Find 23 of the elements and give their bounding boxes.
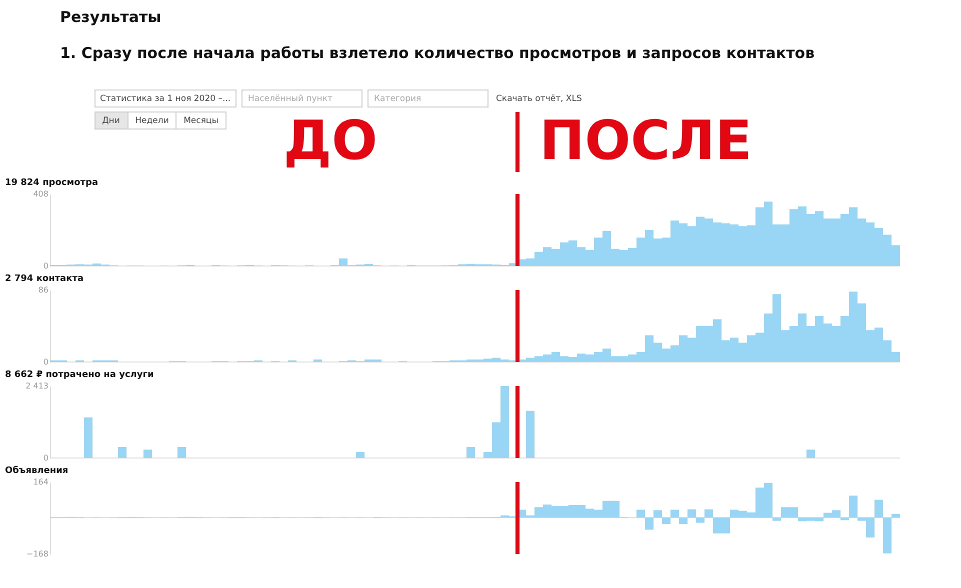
y-tick-label: 2 413	[26, 382, 48, 390]
chart-title: 19 824 просмотра	[5, 178, 98, 188]
text: Категория	[374, 94, 422, 104]
chart-title: 8 662 ₽ потрачено на услуги	[5, 370, 154, 380]
text: Результаты	[60, 8, 162, 26]
text: Недели	[135, 116, 169, 126]
y-tick-label: 164	[33, 478, 48, 486]
chart-title: 2 794 контакта	[5, 274, 84, 284]
y-tick-label: 86	[38, 286, 48, 294]
text: 1. Сразу после начала работы взлетело количество просмотров и запросов контактов	[60, 44, 815, 62]
y-tick-label: 0	[43, 358, 48, 366]
text: Дни	[102, 116, 120, 126]
y-tick-label: 408	[33, 190, 48, 198]
y-tick-label: −168	[26, 550, 48, 558]
text: ПОСЛЕ	[540, 109, 752, 172]
text: ДО	[284, 109, 378, 172]
y-tick-label: 0	[43, 262, 48, 270]
y-tick-label: 0	[43, 454, 48, 462]
text: Населённый пункт	[248, 94, 332, 104]
chart-title: Объявления	[5, 465, 68, 476]
text: Месяцы	[184, 116, 218, 126]
text: Статистика за 1 ноя 2020 –...	[100, 94, 231, 104]
text: Скачать отчёт, XLS	[496, 94, 582, 104]
